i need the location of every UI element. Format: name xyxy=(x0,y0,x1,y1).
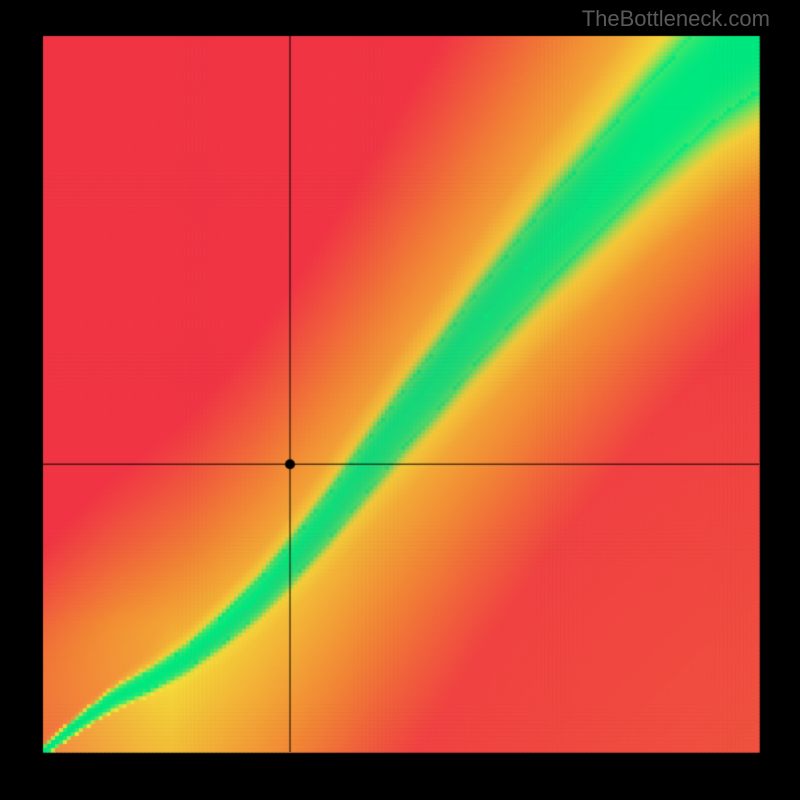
chart-container: TheBottleneck.com xyxy=(0,0,800,800)
bottleneck-heatmap xyxy=(0,0,800,800)
watermark-text: TheBottleneck.com xyxy=(582,6,770,32)
